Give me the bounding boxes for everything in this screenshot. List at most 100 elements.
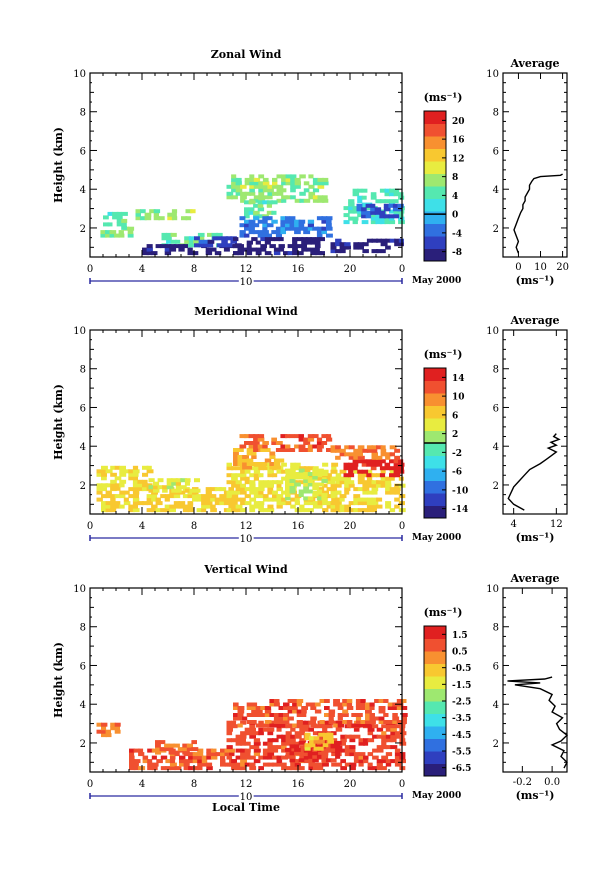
heatmap-cell: [307, 479, 314, 483]
heatmap-cell: [129, 762, 135, 767]
heatmap-cell: [226, 480, 232, 485]
heatmap-cell: [326, 437, 333, 442]
heatmap-cell: [317, 177, 324, 182]
heatmap-cell: [360, 699, 366, 703]
heatmap-cell: [278, 720, 284, 724]
heatmap-cell: [281, 501, 287, 506]
heatmap-cell: [203, 243, 210, 248]
heatmap-cell: [101, 469, 107, 474]
heatmap-cell: [142, 486, 148, 491]
heatmap-cell: [249, 755, 256, 760]
heatmap-cell: [296, 702, 302, 707]
heatmap-cell: [105, 501, 111, 506]
heatmap-cell: [331, 762, 337, 767]
heatmap-cell: [312, 751, 319, 756]
heatmap-cell: [262, 195, 269, 200]
heatmap-cell: [370, 207, 377, 212]
heatmap-cell: [258, 490, 264, 495]
heatmap-cell: [362, 473, 368, 478]
heatmap-cell: [366, 473, 372, 478]
heatmap-cell: [317, 766, 324, 771]
heatmap-cell: [267, 195, 273, 200]
heatmap-cell: [110, 508, 117, 513]
heatmap-cell: [248, 207, 255, 212]
heatmap-cell: [330, 494, 337, 499]
heatmap-cell: [303, 188, 310, 193]
heatmap-cell: [335, 490, 342, 495]
heatmap-cell: [258, 755, 264, 760]
heatmap-cell: [365, 709, 372, 714]
heatmap-cell: [308, 195, 314, 200]
colorbar-band: [424, 626, 446, 639]
heatmap-cell: [235, 483, 242, 488]
colorbar-tick-label: -3.5: [452, 714, 471, 724]
heatmap-cell: [155, 501, 163, 506]
heatmap-cell: [231, 184, 237, 189]
heatmap-cell: [271, 210, 277, 215]
heatmap-cell: [340, 748, 347, 753]
heatmap-cell: [171, 212, 177, 217]
heatmap-cell: [273, 702, 280, 707]
heatmap-cell: [365, 210, 373, 215]
heatmap-cell: [321, 226, 328, 231]
heatmap-cell: [299, 748, 306, 753]
heatmap-cell: [249, 762, 256, 767]
heatmap-cell: [335, 455, 341, 460]
heatmap-cell: [312, 177, 319, 182]
heatmap-cell: [164, 508, 171, 513]
heatmap-cell: [370, 195, 377, 200]
heatmap-cell: [149, 209, 156, 214]
heatmap-cell: [233, 713, 240, 717]
colorbar-band: [424, 148, 446, 162]
heatmap-cell: [251, 247, 258, 252]
heatmap-cell: [285, 754, 291, 759]
colorbar-band: [424, 418, 446, 431]
x-tick-label: 4: [139, 779, 145, 790]
heatmap-cell: [101, 487, 107, 492]
heatmap-cell: [235, 466, 242, 471]
heatmap-cell: [303, 482, 309, 487]
heatmap-cell: [235, 497, 242, 502]
heatmap-cell: [303, 759, 309, 764]
heatmap-cell: [381, 766, 387, 771]
heatmap-cell: [348, 209, 355, 214]
heatmap-cell: [307, 437, 315, 442]
heatmap-cell: [330, 490, 336, 495]
heatmap-cell: [289, 472, 297, 476]
heatmap-cell: [226, 490, 234, 495]
heatmap-cell: [303, 472, 310, 476]
heatmap-cell: [290, 748, 296, 753]
heatmap-cell: [316, 489, 322, 494]
heatmap-cell: [290, 727, 296, 732]
heatmap-cell: [127, 233, 134, 238]
heatmap-cell: [116, 222, 123, 227]
heatmap-cell: [260, 723, 268, 728]
heatmap-cell: [114, 501, 121, 506]
heatmap-cell: [312, 762, 318, 767]
heatmap-cell: [294, 751, 300, 756]
heatmap-cell: [262, 762, 270, 767]
heatmap-cell: [298, 472, 306, 476]
heatmap-cell: [280, 226, 288, 231]
x-tick-label: 12: [240, 521, 253, 532]
heatmap-cell: [374, 699, 380, 703]
heatmap-cell: [326, 476, 333, 481]
heatmap-cell: [349, 766, 356, 771]
heatmap-cell: [393, 192, 400, 197]
heatmap-cell: [281, 188, 287, 193]
heatmap-cell: [299, 727, 305, 732]
heatmap-cell: [366, 508, 374, 513]
heatmap-cell: [235, 487, 243, 492]
heatmap-cell: [188, 766, 194, 771]
heatmap-cell: [114, 465, 120, 470]
x-tick-label: 0: [399, 521, 405, 532]
heatmap-cell: [385, 734, 392, 739]
heatmap-cell: [292, 251, 298, 256]
heatmap-cell: [188, 236, 196, 241]
heatmap-cell: [240, 720, 247, 725]
heatmap-cell: [343, 473, 350, 478]
heatmap-cell: [264, 723, 271, 728]
heatmap-cell: [182, 743, 189, 748]
heatmap-cell: [258, 487, 265, 492]
heatmap-cell: [331, 466, 337, 471]
